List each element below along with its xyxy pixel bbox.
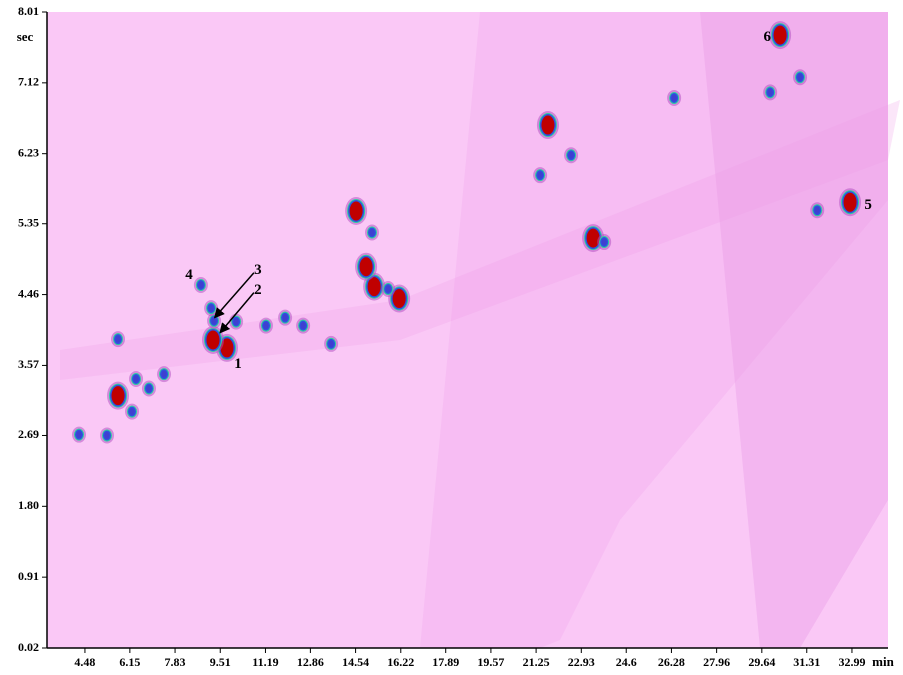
spot-ring <box>263 322 268 329</box>
spot-ring <box>602 239 607 246</box>
spot <box>142 381 156 397</box>
spot-ring <box>212 317 217 324</box>
x-tick-label: 27.96 <box>703 655 730 669</box>
y-tick-label: 4.46 <box>18 286 39 300</box>
spot-ring <box>369 229 374 236</box>
x-tick-label: 17.89 <box>432 655 459 669</box>
spot <box>345 197 367 225</box>
spot-ring <box>198 282 203 289</box>
spot-ring <box>360 257 373 276</box>
spot <box>793 69 807 85</box>
spot <box>296 318 310 334</box>
annotation: 6 <box>763 29 771 45</box>
x-tick-label: 19.57 <box>477 655 504 669</box>
spot-ring <box>768 89 773 96</box>
x-tick-label: 12.86 <box>297 655 324 669</box>
spot <box>381 281 395 297</box>
spot <box>202 326 224 354</box>
y-tick-label: 0.91 <box>18 569 39 583</box>
spot-ring <box>569 152 574 159</box>
spot-ring <box>672 94 677 101</box>
x-tick-label: 14.54 <box>342 655 369 669</box>
x-tick-label: 16.22 <box>387 655 414 669</box>
spot-ring <box>209 305 214 312</box>
spot <box>111 331 125 347</box>
spot-ring <box>162 371 167 378</box>
spot-ring <box>206 330 219 349</box>
x-tick-label: 24.6 <box>616 655 637 669</box>
y-tick-label: 5.35 <box>18 215 39 229</box>
spot-ring <box>130 408 135 415</box>
spot <box>324 336 338 352</box>
annotation: 5 <box>864 197 872 213</box>
spot <box>564 147 578 163</box>
spot-ring <box>104 432 109 439</box>
spot-ring <box>301 322 306 329</box>
spot-ring <box>112 386 125 405</box>
spot <box>157 366 171 382</box>
x-tick-label: 6.15 <box>119 655 140 669</box>
spot <box>259 318 273 334</box>
spot-ring <box>116 336 121 343</box>
spot-ring <box>234 318 239 325</box>
y-tick-label: 2.69 <box>18 427 39 441</box>
spot <box>72 427 86 443</box>
y-axis-title: sec <box>17 29 34 44</box>
spot-ring <box>329 340 334 347</box>
y-tick-label: 7.12 <box>18 75 39 89</box>
x-tick-label: 7.83 <box>165 655 186 669</box>
spot-ring <box>844 193 857 212</box>
spot <box>125 404 139 420</box>
spot <box>204 300 218 316</box>
spot <box>533 167 547 183</box>
spot <box>537 111 559 139</box>
spot-ring <box>774 26 787 45</box>
x-axis-title: min <box>872 654 894 669</box>
spot-ring <box>798 74 803 81</box>
x-tick-label: 9.51 <box>210 655 231 669</box>
x-tick-label: 21.25 <box>523 655 550 669</box>
spot <box>597 234 611 250</box>
annotation: 3 <box>254 262 262 278</box>
x-tick-label: 31.31 <box>793 655 820 669</box>
spot <box>229 314 243 330</box>
annotation: 1 <box>234 356 242 372</box>
spot <box>278 310 292 326</box>
spot-ring <box>283 314 288 321</box>
spot-ring <box>538 172 543 179</box>
spot <box>667 90 681 106</box>
spot <box>810 202 824 218</box>
spot <box>107 382 129 410</box>
y-tick-label: 0.02 <box>18 640 39 654</box>
spot <box>194 277 208 293</box>
spot-ring <box>386 286 391 293</box>
x-tick-label: 22.93 <box>568 655 595 669</box>
spot <box>355 253 377 281</box>
spot <box>129 371 143 387</box>
plot-area <box>47 12 900 648</box>
x-tick-label: 29.64 <box>748 655 775 669</box>
spot <box>365 224 379 240</box>
y-tick-label: 6.23 <box>18 145 39 159</box>
chart: min sec 4.48 6.15 7.83 9.51 11.19 12.86 14.54 1… <box>0 0 903 675</box>
spot-ring <box>146 385 151 392</box>
x-tick-label: 11.19 <box>252 655 278 669</box>
spot <box>839 188 861 216</box>
spot-ring <box>815 207 820 214</box>
annotation: 2 <box>254 282 262 298</box>
spot-ring <box>350 201 363 220</box>
x-tick-label: 26.28 <box>658 655 685 669</box>
spot-ring <box>77 431 82 438</box>
x-tick-label: 32.99 <box>838 655 865 669</box>
y-tick-label: 1.80 <box>18 498 39 512</box>
spot-ring <box>134 375 139 382</box>
spot <box>763 84 777 100</box>
y-tick-label: 3.57 <box>18 357 39 371</box>
annotation: 4 <box>185 267 193 283</box>
y-tick-label: 8.01 <box>18 4 39 18</box>
spot <box>769 21 791 49</box>
x-tick-label: 4.48 <box>74 655 95 669</box>
spot-ring <box>541 116 554 135</box>
spot <box>100 427 114 443</box>
